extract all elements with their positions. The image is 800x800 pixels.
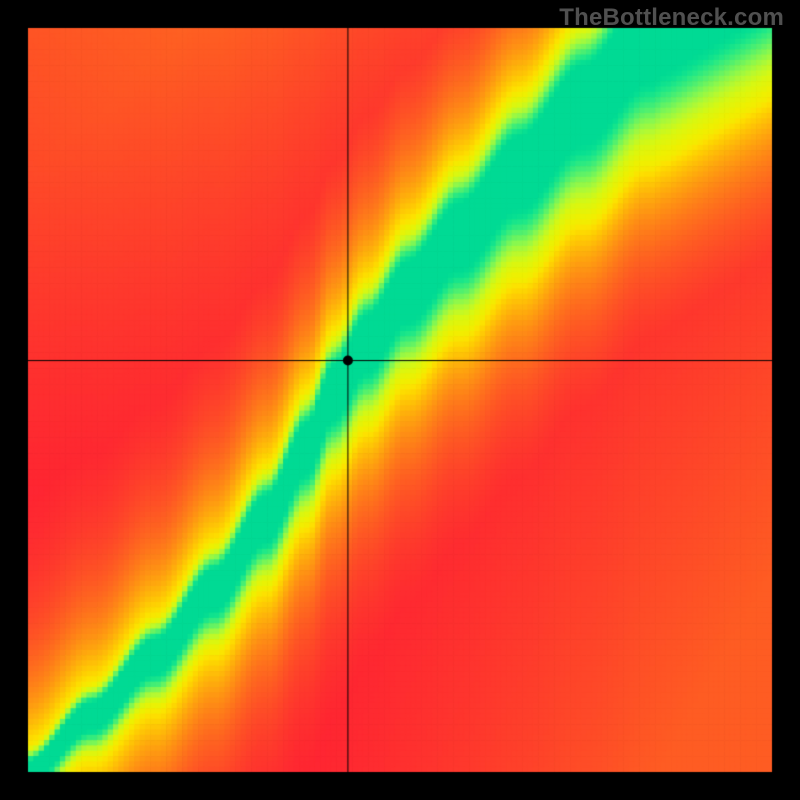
chart-container: TheBottleneck.com	[0, 0, 800, 800]
heatmap-canvas	[0, 0, 800, 800]
watermark-text: TheBottleneck.com	[559, 4, 784, 32]
